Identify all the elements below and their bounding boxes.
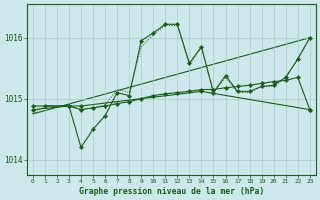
X-axis label: Graphe pression niveau de la mer (hPa): Graphe pression niveau de la mer (hPa) — [79, 187, 264, 196]
